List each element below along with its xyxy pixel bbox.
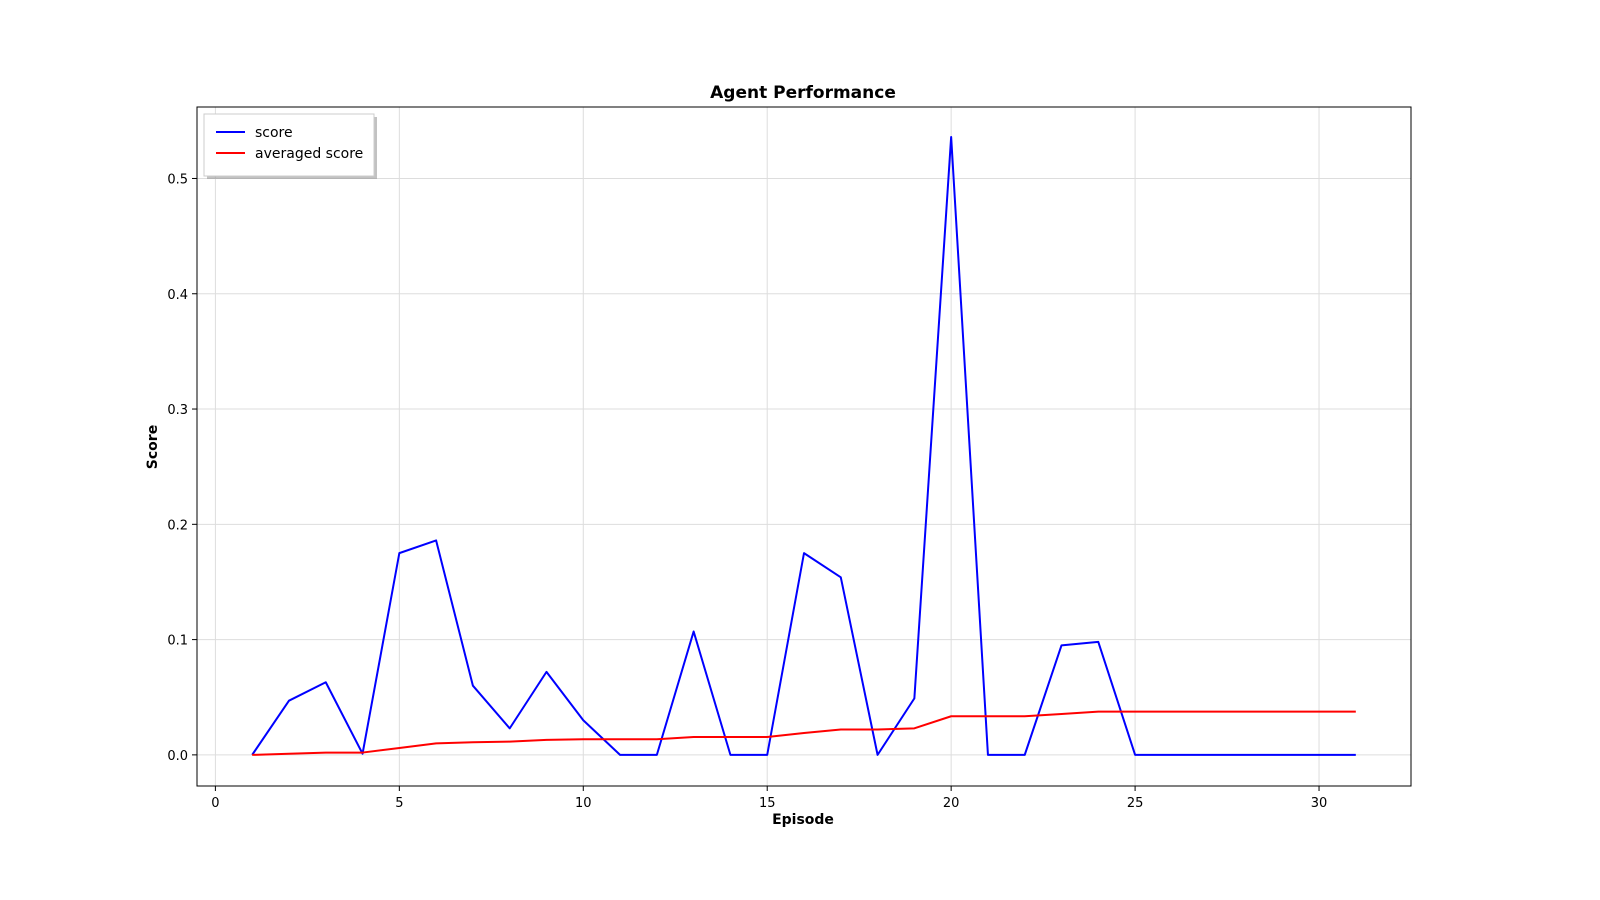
legend-box bbox=[203, 113, 375, 177]
grid-lines bbox=[197, 107, 1411, 786]
x-axis-label: Episode bbox=[772, 812, 834, 828]
series-layer bbox=[251, 135, 1356, 756]
plot-area-frame bbox=[196, 106, 1412, 787]
chart-title: Agent Performance bbox=[710, 83, 896, 103]
y-axis-ticks: 0.0 0.1 0.2 0.3 0.4 0.5 bbox=[167, 172, 197, 764]
x-tick-label: 30 bbox=[1311, 796, 1328, 811]
y-tick-label: 0.4 bbox=[167, 288, 188, 303]
x-tick-label: 10 bbox=[575, 796, 592, 811]
x-tick-label: 20 bbox=[943, 796, 960, 811]
series-line-score bbox=[251, 135, 1356, 756]
y-axis-label: Score bbox=[145, 425, 161, 469]
x-tick-label: 25 bbox=[1127, 796, 1144, 811]
x-tick-label: 0 bbox=[211, 796, 219, 811]
x-tick-label: 15 bbox=[759, 796, 776, 811]
legend: score averaged score bbox=[203, 113, 377, 179]
x-tick-label: 5 bbox=[395, 796, 403, 811]
legend-label-averaged-score: averaged score bbox=[255, 146, 363, 162]
y-tick-label: 0.5 bbox=[167, 172, 188, 187]
y-tick-label: 0.3 bbox=[167, 403, 188, 418]
y-tick-label: 0.1 bbox=[167, 634, 188, 649]
y-tick-label: 0.0 bbox=[167, 749, 188, 764]
series-line-averaged-score bbox=[252, 710, 1356, 756]
legend-label-score: score bbox=[255, 125, 293, 141]
x-axis-ticks: 0 5 10 15 20 25 30 bbox=[211, 786, 1327, 811]
y-tick-label: 0.2 bbox=[167, 518, 188, 533]
